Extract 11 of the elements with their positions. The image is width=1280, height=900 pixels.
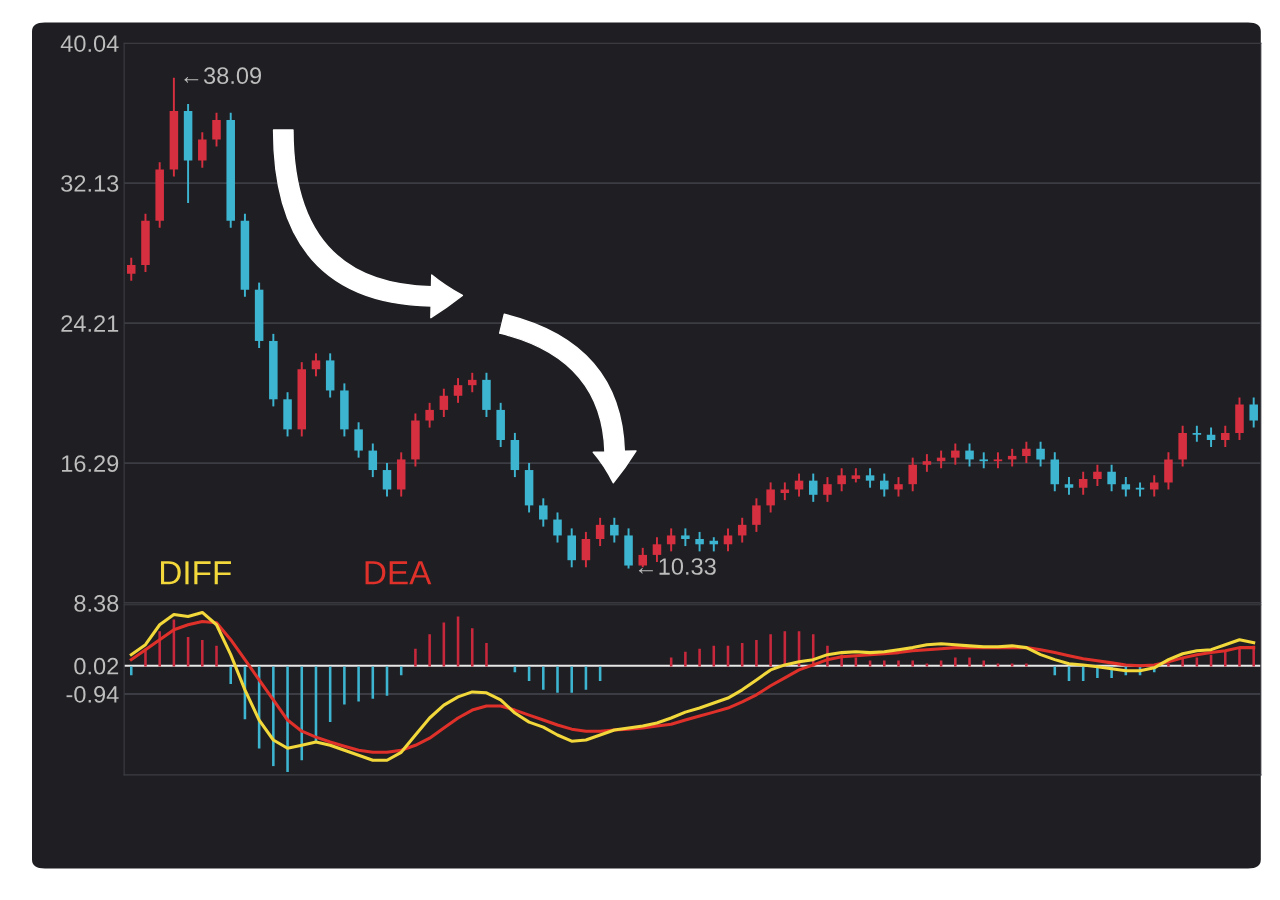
annotation: ←38.09: [184, 67, 262, 85]
y-tick-label: 16.29: [62, 455, 119, 472]
y-tick-label: 24.21: [61, 315, 119, 332]
y-tick-label: 40.04: [60, 35, 119, 52]
text: DEA: [365, 561, 432, 585]
annotation: ←10.33: [638, 558, 716, 575]
y-tick-label: 0.02: [74, 657, 119, 675]
y-tick-label: -0.94: [66, 686, 119, 703]
y-tick-label: 32.13: [61, 175, 119, 192]
y-tick-label: 8.38: [74, 595, 119, 612]
series-label: DIFF: [160, 561, 231, 585]
